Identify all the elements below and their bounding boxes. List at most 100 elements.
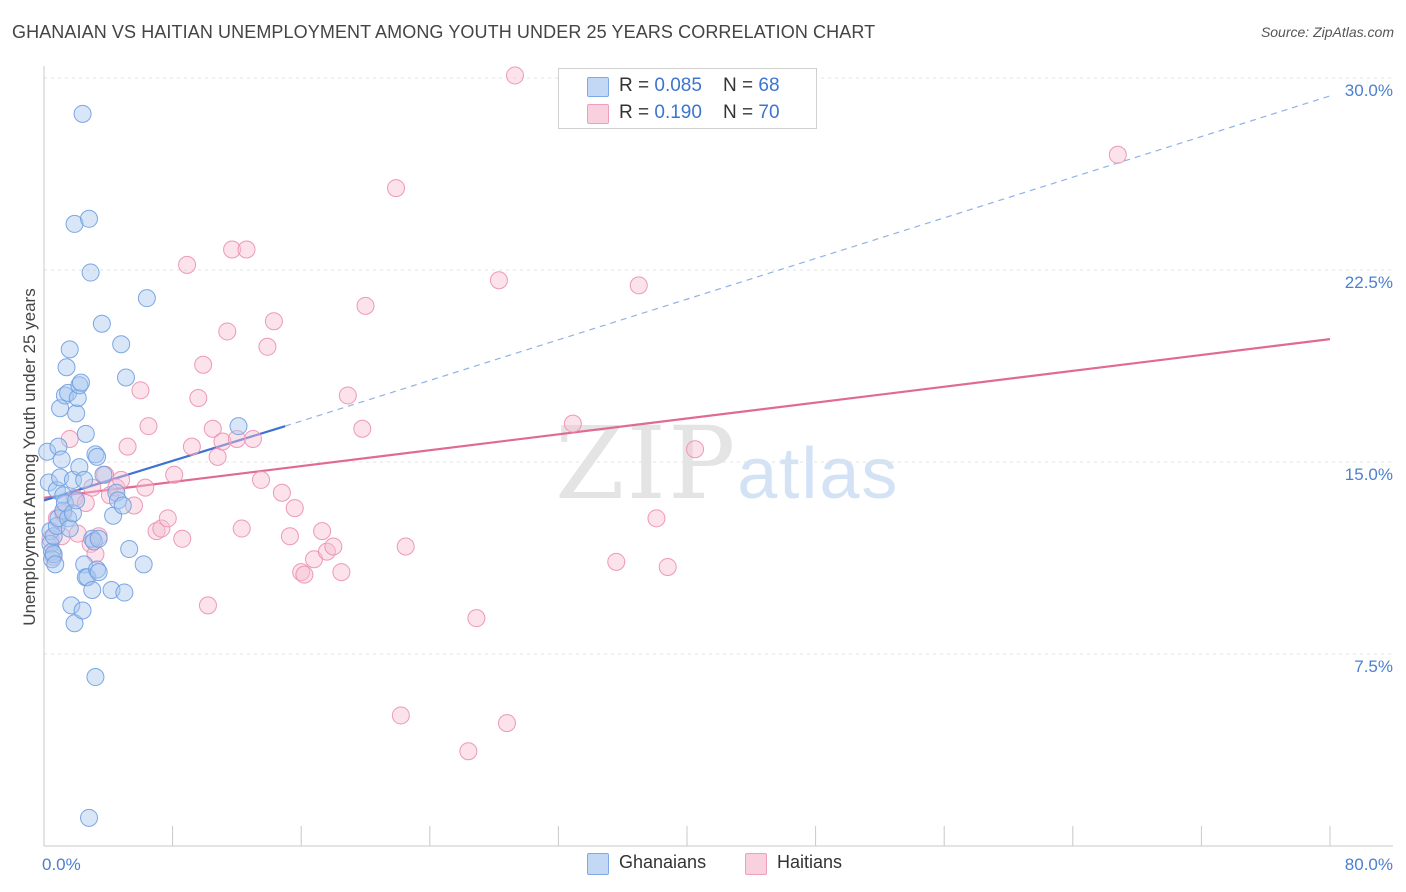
haitian-point [467,609,486,628]
haitian-point [295,565,314,584]
haitian-point [208,447,227,466]
haitian-point [118,437,137,456]
haitian-point [158,509,177,528]
y-tick-label: 15.0% [1345,465,1393,484]
r-value: 0.085 [654,75,702,96]
n-label: N = [723,102,759,123]
y-tick-label: 30.0% [1345,81,1393,100]
x-tick-label: 0.0% [42,855,81,874]
ghanaian-point [76,424,95,443]
ghanaian-point [108,491,127,510]
haitian-point [223,240,242,259]
r-value: 0.190 [654,102,702,123]
haitian-point [198,596,217,615]
ghanaian-point [62,596,81,615]
ghanaian-point [81,263,100,282]
haitian-point [396,537,415,556]
ghanaian-point [65,214,84,233]
ghanaian-point [60,340,79,359]
haitian-point [285,499,304,518]
ghanaian-point [60,519,79,538]
haitian-point [189,389,208,407]
haitian-point [218,322,237,341]
haitian-point [338,386,357,405]
legend-swatch-blue [587,77,609,97]
haitian-point [332,563,351,582]
haitian-point [178,255,197,274]
haitian-point [182,437,201,456]
haitian-points [41,66,1127,761]
r-label: R = [619,102,655,123]
ghanaian-point [137,289,156,308]
haitian-point [203,419,222,438]
axes [43,66,1393,847]
legend-swatch-pink [745,853,767,875]
ghanaian-point [89,563,108,582]
haitian-point [292,563,311,582]
ghanaian-point [71,373,90,392]
haitian-point [489,271,508,290]
haitian-point [152,519,171,538]
ghanaian-point [57,358,76,377]
y-tick-label: 22.5% [1345,273,1393,292]
ghanaian-point [92,314,111,333]
ghanaian-point [115,583,134,602]
tick-labels: 7.5% 15.0% 22.5% 30.0% 0.0% 80.0% [42,81,1393,874]
r-label: R = [619,75,655,96]
ghanaian-point [38,442,57,461]
ghanaian-point [134,555,153,574]
ghanaian-point [120,540,139,559]
ghanaian-point [88,447,107,466]
haitian-point [563,414,582,433]
haitian-point [497,714,516,733]
haitian-point [194,355,213,374]
haitian-point [280,527,299,546]
haitian-point [1108,145,1127,164]
haitian-point [139,417,158,436]
ghanaian-point [46,555,65,574]
ghanaian-point [89,529,108,548]
chart-title: GHANAIAN VS HAITIAN UNEMPLOYMENT AMONG Y… [12,22,876,42]
watermark-atlas: atlas [737,434,900,514]
ghanaian-points [38,104,248,827]
haitian-point [391,706,410,725]
ghanaian-point [52,450,71,469]
ghanaian-point [229,417,248,436]
ghanaian-point [112,335,131,354]
haitian-point [607,552,626,571]
haitian-point [165,465,184,484]
ghanaian-point [73,601,92,620]
haitian-point [387,179,406,198]
haitian-point [173,529,192,548]
haitian-point [131,381,150,400]
haitian-point [136,478,155,497]
haitian-point [232,519,251,538]
haitian-point [258,337,277,356]
haitian-point [686,440,705,459]
ghanaian-point [116,368,135,387]
haitian-point [505,66,524,85]
haitian-point [629,276,648,295]
haitian-point [272,483,291,502]
haitian-point [324,537,343,556]
ghanaian-point [67,404,86,423]
ghanaian-point [73,104,92,123]
source-label: Source: ZipAtlas.com [1260,24,1394,40]
ghanaian-trend-dashed [284,95,1331,427]
y-axis-label: Unemployment Among Youth under 25 years [20,288,39,625]
ghanaian-point [113,496,132,515]
n-label: N = [723,75,759,96]
haitian-point [213,432,232,451]
legend-swatch-blue [587,853,609,875]
haitian-point [313,522,332,541]
ghanaian-point [94,465,113,484]
n-value: 68 [758,75,780,96]
haitian-point [459,742,478,761]
haitian-point [243,429,262,448]
ghanaian-point [83,581,102,599]
haitian-point [647,509,666,528]
ghanaian-point [86,668,105,687]
ghanaian-point [67,491,86,510]
ghanaian-point [84,532,103,551]
